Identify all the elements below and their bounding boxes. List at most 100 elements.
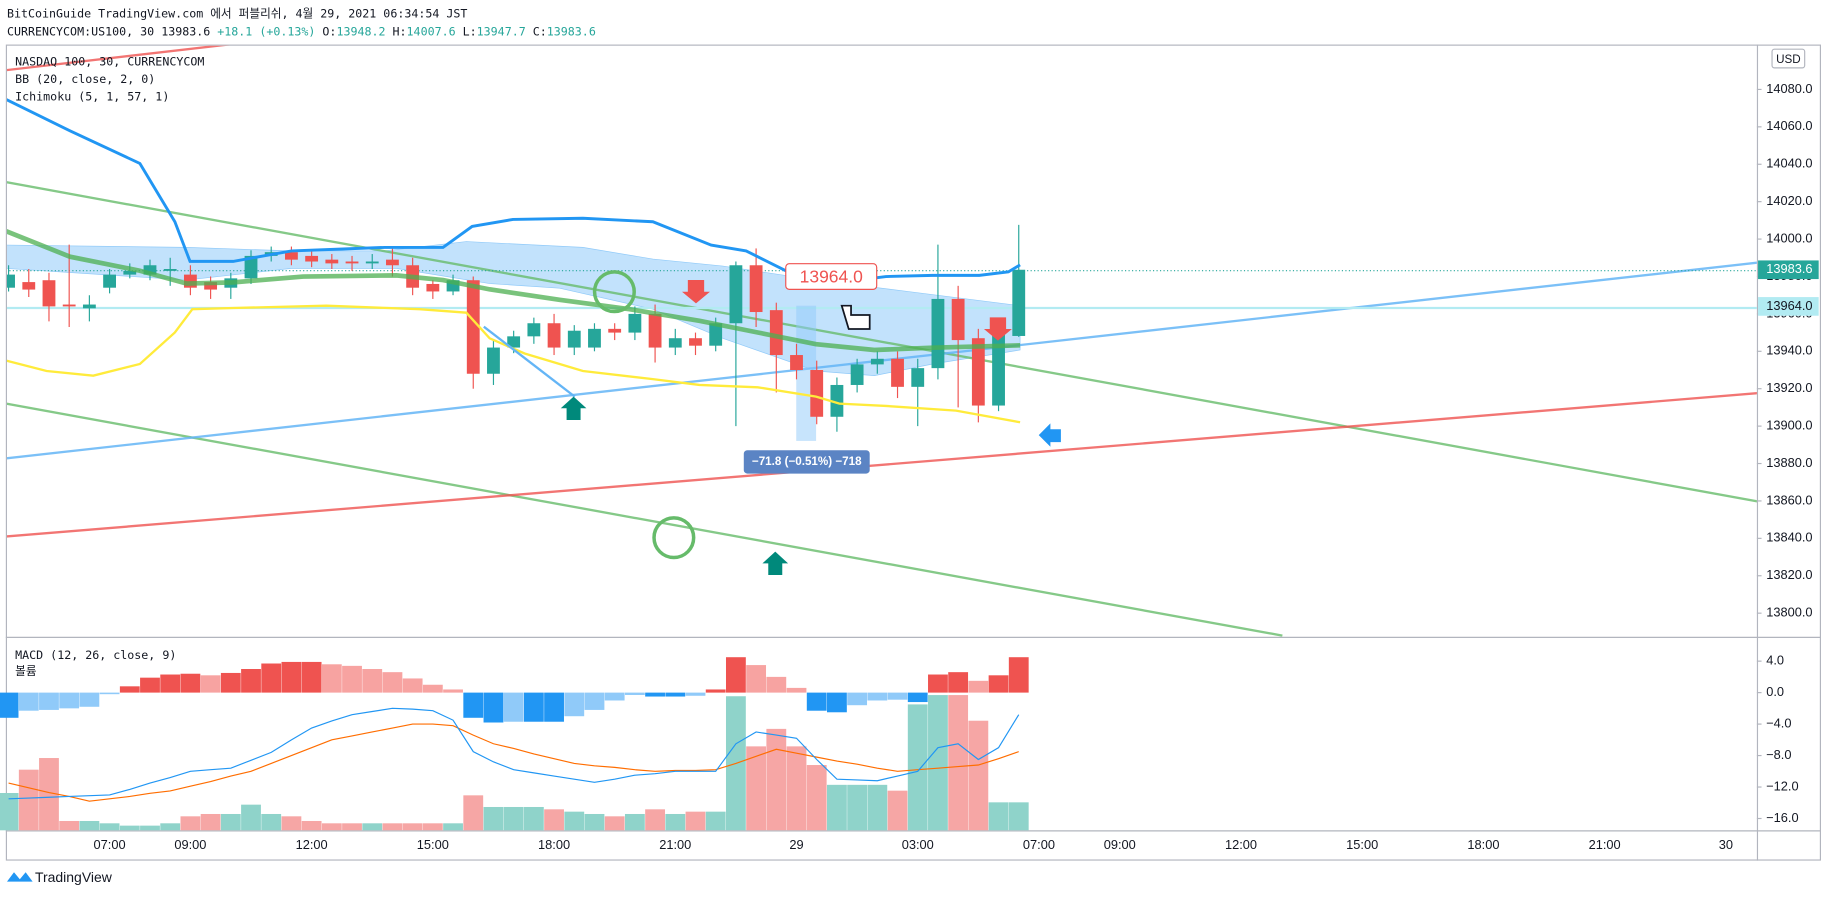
candle-body [62,304,76,307]
o-value: 13948.2 [336,24,385,38]
candle-body [749,265,763,313]
candle-body [487,347,500,374]
candle-body [850,364,864,385]
candle-body [547,323,561,348]
footer: TradingView [35,869,113,885]
candle-body [466,280,480,374]
measure-label: −71.8 (−0.51%) −718 [752,455,862,468]
candle-body [769,310,783,356]
macd-histogram-bar [241,669,261,693]
candle-body [830,384,844,417]
candle-body [305,255,319,262]
volume-bar [806,765,827,831]
macd-histogram-bar [321,664,342,693]
macd-histogram-bar [827,692,847,713]
candle-body [729,265,743,324]
y-tick-label: 14080.0 [1766,81,1812,96]
x-tick-label: 15:00 [1346,837,1378,852]
y-tick-label: 14000.0 [1766,230,1812,245]
macd-histogram-bar [18,692,39,711]
macd-histogram-bar [422,684,443,693]
volume-bar [382,823,403,831]
x-tick-label: 30 [1719,837,1733,852]
volume-bar [584,813,605,831]
volume-bar [665,813,686,831]
volume-bar [523,806,544,831]
macd-histogram-bar [665,692,686,697]
volume-bar [887,790,908,831]
macd-histogram-bar [867,692,888,701]
arrow-down [682,280,710,304]
candle-body [386,259,399,266]
x-tick-label: 09:00 [1104,837,1136,852]
macd-histogram-bar [99,692,120,695]
volume-bar [746,746,767,831]
candle-body [668,338,682,348]
line-price-label: 13964.0 [1766,298,1812,313]
macd-histogram-bar [766,676,787,693]
y-tick-label: −12.0 [1766,778,1798,793]
macd-histogram-bar [685,692,706,696]
volume-bar [766,728,787,831]
currency: USD [1776,53,1801,66]
macd-histogram-bar [624,692,645,695]
macd-histogram-bar [1008,657,1029,693]
arrow-up [762,551,789,575]
h-value: 14007.6 [407,24,456,38]
c-value: 13983.6 [547,24,596,38]
measure-box [743,450,870,474]
macd-histogram-bar [604,692,625,701]
y-tick-label: 13840.0 [1766,530,1812,545]
volume-bar [200,813,221,831]
volume-bar [907,704,928,831]
symbol: CURRENCYCOM:US100, 30 [7,24,154,38]
volume-bar [624,813,645,831]
macd-histogram-bar [907,692,928,703]
candle-body [588,328,601,348]
candle-body [992,332,1005,406]
publisher: BitCoinGuide TradingView.com 에서 퍼블리쉬, 4월… [7,7,467,21]
x-tick-label: 12:00 [296,837,328,852]
frame [5,44,1822,861]
macd-histogram-bar [544,692,564,722]
change: +18.1 (+0.13%) [217,24,315,38]
macd-histogram-bar [746,665,767,693]
l-value: 13947.7 [477,24,526,38]
volume-bar [867,784,888,831]
candle-body [446,280,460,292]
volume-bar [847,784,868,831]
candle-body [345,261,359,264]
x-tick-label: 07:00 [1023,837,1055,852]
candle-body [82,304,96,309]
candle-body [1012,269,1026,336]
volume-bar [544,809,564,831]
macd-histogram-bar [59,692,80,709]
legend: NASDAQ 100, 30, CURRENCYCOM [15,55,204,69]
macd-histogram-bar [847,692,868,706]
macd-histogram-bar [564,692,585,717]
bb-basis [6,229,1021,353]
volume-bar [564,811,585,831]
volume-bar [968,720,989,831]
x-tick-label: 03:00 [902,837,934,852]
y-tick-label: 13920.0 [1766,380,1812,395]
macd-histogram-bar [948,672,969,693]
candle-body [22,282,36,290]
y-tick-label: 13940.0 [1766,343,1812,358]
volume-bar [928,695,948,831]
macd-histogram-bar [645,692,665,697]
candle-body [143,265,157,275]
volume-bar [402,823,423,831]
candle-body [163,269,177,271]
volume-bar [342,823,362,831]
macd-histogram-bar [119,686,140,693]
bb-lower [6,304,1021,424]
candle-body [244,255,258,279]
macd-histogram-bar [382,672,403,693]
macd-histogram-bar [200,675,221,693]
volume-bar [604,816,625,831]
candle-body [567,330,581,348]
x-tick-label: 09:00 [174,837,206,852]
